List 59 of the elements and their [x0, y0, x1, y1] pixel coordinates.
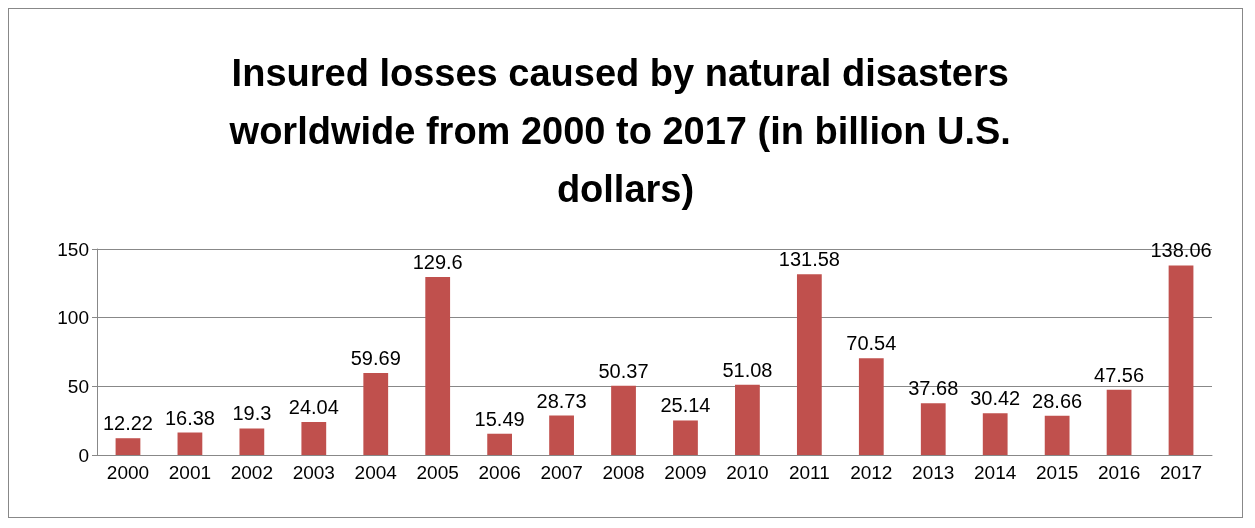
- bar: [425, 277, 451, 455]
- bar: [611, 385, 636, 455]
- data-label: 28.66: [1032, 389, 1083, 412]
- data-label: 28.73: [536, 389, 587, 412]
- data-label: 16.38: [164, 406, 215, 429]
- x-tick-label: 2012: [850, 462, 893, 483]
- x-tick-label: 2008: [602, 462, 645, 483]
- bar: [673, 420, 698, 455]
- x-tick-label: 2007: [540, 462, 583, 483]
- data-label: 70.54: [846, 332, 897, 355]
- x-tick-label: 2000: [106, 462, 150, 483]
- bar: [858, 358, 884, 455]
- data-label: 59.69: [350, 347, 401, 370]
- y-tick-label: 0: [78, 444, 89, 466]
- x-tick-label: 2004: [354, 462, 398, 483]
- bar: [301, 421, 327, 455]
- data-label: 37.68: [908, 377, 959, 400]
- y-tick-label: 50: [67, 375, 89, 397]
- y-tick-label: 100: [57, 307, 89, 329]
- bar: [735, 384, 760, 455]
- bar: [1106, 389, 1132, 455]
- data-label: 19.3: [232, 402, 272, 425]
- bar: [177, 432, 203, 455]
- bar: [487, 433, 513, 455]
- x-tick-label: 2005: [416, 462, 459, 483]
- x-tick-label: 2010: [726, 462, 769, 483]
- data-label: 30.42: [970, 387, 1021, 410]
- x-tick-label: 2003: [292, 462, 335, 483]
- x-tick-label: 2002: [230, 462, 273, 483]
- x-tick-label: 2009: [664, 462, 707, 483]
- data-label: 131.58: [778, 248, 840, 271]
- x-tick-label: 2017: [1159, 462, 1203, 483]
- data-label: 25.14: [660, 394, 711, 417]
- data-label: 129.6: [412, 251, 463, 274]
- data-label: 50.37: [598, 359, 649, 382]
- data-label: 51.08: [722, 358, 773, 381]
- bar: [115, 438, 141, 455]
- x-tick-label: 2011: [788, 462, 830, 483]
- x-tick-label: 2013: [912, 462, 955, 483]
- x-tick-label: 2014: [974, 462, 1017, 483]
- x-tick-label: 2016: [1097, 462, 1141, 483]
- data-label: 15.49: [474, 407, 525, 430]
- chart-title: Insured losses caused by natural disasters worldwide from 2000 to 2017 (in billion U.S. dollars): [228, 52, 1022, 210]
- bar: [1044, 415, 1070, 455]
- bar: [1168, 265, 1194, 455]
- data-label: 12.22: [102, 412, 153, 435]
- x-tick-label: 2015: [1036, 462, 1079, 483]
- x-tick-label: 2006: [478, 462, 521, 483]
- bar: [796, 274, 822, 455]
- bar: [920, 403, 946, 455]
- x-tick-label: 2001: [168, 462, 212, 483]
- data-label: 47.56: [1094, 363, 1145, 386]
- y-tick-label: 150: [57, 238, 89, 260]
- data-label: 24.04: [288, 395, 339, 418]
- bar: [239, 428, 265, 455]
- bar: [549, 415, 574, 455]
- bar: [982, 413, 1008, 455]
- data-label: 138.06: [1150, 239, 1212, 262]
- bar: [363, 373, 389, 455]
